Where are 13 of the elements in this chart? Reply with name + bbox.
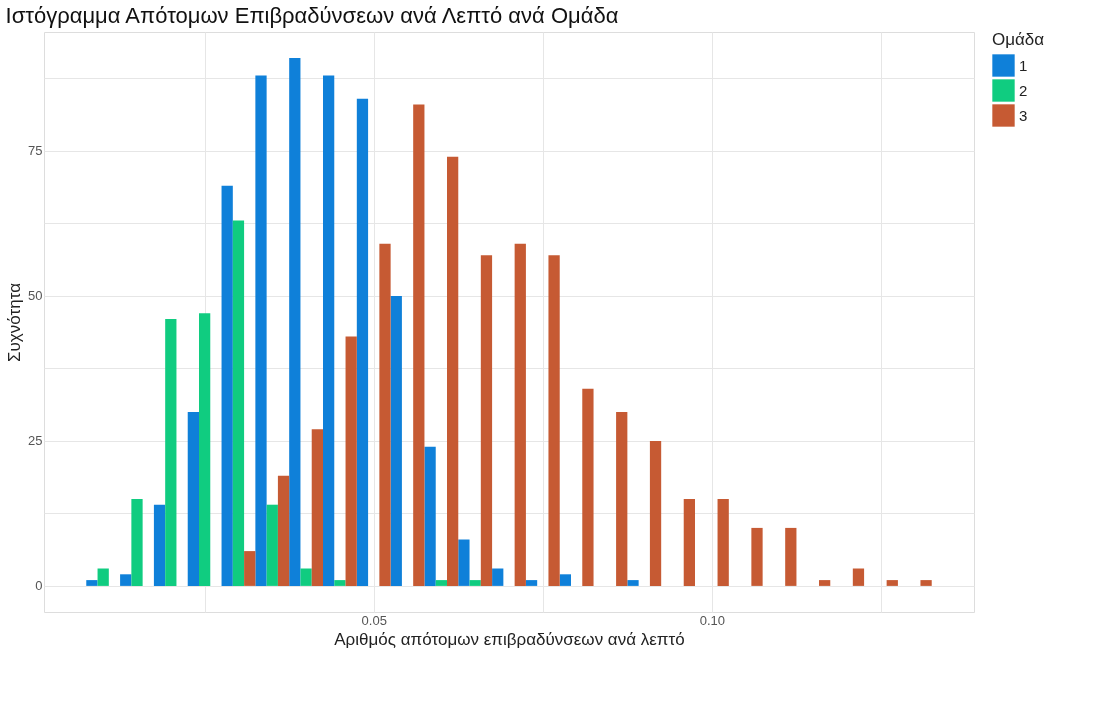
y-tick-label: 75 <box>28 143 43 159</box>
y-tick-label: 25 <box>28 433 43 449</box>
x-axis-title: Αριθμός απότομων επιβραδύνσεων ανά λεπτό <box>334 629 685 649</box>
chart-title: Ιστόγραμμα Απότομων Επιβραδύνσεων ανά Λεπτό ανά Ομάδα <box>5 3 619 28</box>
legend-label: 1 <box>1019 56 1028 74</box>
y-tick-label: 50 <box>28 288 43 304</box>
legend-title: Ομάδα <box>992 30 1045 49</box>
y-axis-title: Συχνότητα <box>5 282 25 362</box>
y-tick-label: 0 <box>35 578 43 594</box>
legend-label: 3 <box>1019 106 1028 124</box>
legend-label: 2 <box>1019 81 1028 99</box>
x-tick-label: 0.05 <box>361 612 387 628</box>
x-tick-label: 0.10 <box>699 612 726 628</box>
